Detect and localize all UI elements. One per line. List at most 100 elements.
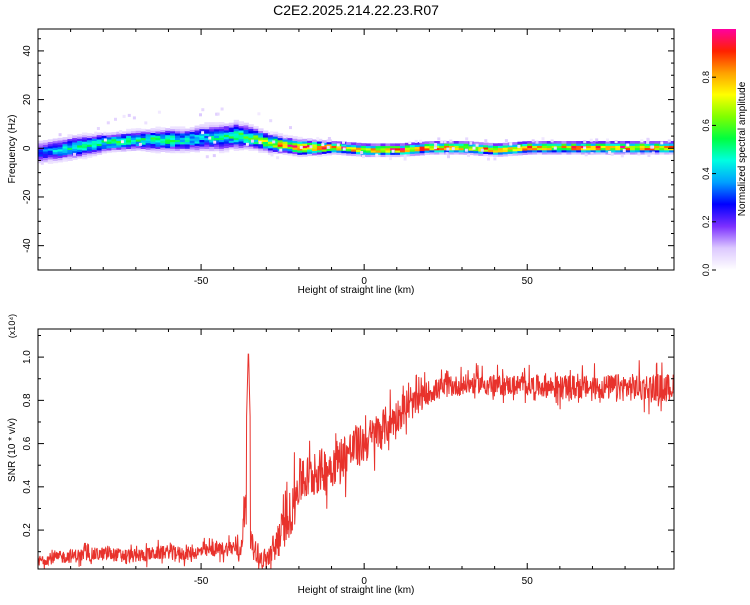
heatmap-cell bbox=[321, 140, 328, 143]
heatmap-cell bbox=[434, 145, 440, 149]
heatmap-cell bbox=[610, 145, 616, 149]
heatmap-cell bbox=[91, 142, 98, 146]
heatmap-cell bbox=[184, 135, 191, 138]
heatmap-cell bbox=[517, 141, 523, 145]
heatmap-cell bbox=[605, 141, 611, 144]
heatmap-cell bbox=[659, 147, 665, 151]
heatmap-cell bbox=[434, 151, 440, 155]
heatmap-cell bbox=[312, 150, 318, 154]
heatmap-cell bbox=[316, 151, 323, 155]
y-tick-label: 20 bbox=[22, 94, 33, 106]
heatmap-cell bbox=[150, 150, 156, 153]
heatmap-cell bbox=[497, 149, 504, 153]
heatmap-cell bbox=[67, 138, 73, 142]
heatmap-cell bbox=[131, 132, 137, 136]
heatmap-cell bbox=[556, 145, 562, 149]
heatmap-cell bbox=[116, 142, 122, 146]
heatmap-cell bbox=[585, 151, 592, 155]
heatmap-cell bbox=[219, 122, 225, 125]
heatmap-cell bbox=[356, 151, 362, 155]
heatmap-cell bbox=[615, 143, 621, 146]
heatmap-cell bbox=[497, 151, 504, 155]
heatmap-cell bbox=[199, 139, 205, 143]
heatmap-cell bbox=[468, 148, 474, 151]
heatmap-cell bbox=[67, 136, 73, 140]
heatmap-cell bbox=[67, 151, 73, 155]
y-tick-label: 0.8 bbox=[22, 393, 33, 407]
heatmap-cell bbox=[209, 131, 215, 134]
heatmap-cell bbox=[600, 149, 606, 153]
x-tick-label: -50 bbox=[194, 576, 209, 587]
heatmap-speck bbox=[216, 112, 220, 116]
heatmap-cell bbox=[453, 143, 460, 146]
heatmap-cell bbox=[243, 146, 249, 150]
heatmap-speck bbox=[360, 151, 364, 154]
heatmap-cell bbox=[458, 141, 465, 144]
heatmap-cell bbox=[566, 141, 572, 144]
heatmap-cell bbox=[199, 126, 205, 130]
heatmap-cell bbox=[419, 143, 425, 147]
heatmap-cell bbox=[600, 151, 606, 155]
heatmap-cell bbox=[356, 142, 362, 146]
heatmap-cell bbox=[91, 144, 98, 148]
heatmap-cell bbox=[297, 147, 303, 151]
heatmap-cell bbox=[639, 143, 646, 146]
heatmap-cell bbox=[209, 148, 215, 152]
heatmap-cell bbox=[121, 133, 127, 137]
heatmap-cell bbox=[356, 145, 362, 148]
heatmap-cell bbox=[654, 141, 660, 144]
heatmap-cell bbox=[111, 132, 117, 135]
heatmap-cell bbox=[331, 145, 337, 149]
heatmap-cell bbox=[400, 149, 406, 153]
heatmap-cell bbox=[228, 122, 235, 126]
heatmap-cell bbox=[634, 145, 641, 149]
heatmap-cell bbox=[400, 151, 406, 155]
heatmap-cell bbox=[507, 144, 514, 148]
heatmap-cell bbox=[67, 134, 73, 137]
heatmap-cell bbox=[551, 149, 558, 153]
heatmap-cell bbox=[121, 148, 127, 152]
heatmap-cell bbox=[453, 141, 460, 144]
heatmap-cell bbox=[243, 131, 249, 135]
heatmap-cell bbox=[38, 145, 44, 148]
heatmap-cell bbox=[316, 143, 323, 146]
heatmap-cell bbox=[248, 141, 254, 145]
heatmap-speck bbox=[517, 144, 521, 148]
heatmap-cell bbox=[292, 138, 298, 141]
heatmap-cell bbox=[532, 149, 538, 153]
heatmap-cell bbox=[620, 145, 626, 149]
heatmap-cell bbox=[238, 121, 244, 124]
heatmap-cell bbox=[380, 154, 386, 158]
heatmap-cell bbox=[419, 146, 425, 149]
heatmap-cell bbox=[86, 142, 93, 145]
heatmap-cell bbox=[189, 149, 196, 152]
heatmap-speck bbox=[583, 146, 587, 150]
heatmap-cell bbox=[644, 149, 650, 153]
heatmap-cell bbox=[209, 142, 215, 145]
heatmap-cell bbox=[126, 144, 132, 147]
heatmap-cell bbox=[189, 127, 196, 130]
heatmap-speck bbox=[138, 142, 142, 146]
heatmap-cell bbox=[67, 147, 73, 150]
heatmap-cell bbox=[179, 146, 186, 149]
heatmap-speck bbox=[199, 113, 202, 117]
heatmap-cell bbox=[204, 139, 210, 143]
heatmap-cell bbox=[72, 155, 78, 158]
heatmap-cell bbox=[282, 145, 288, 149]
heatmap-cell bbox=[165, 145, 171, 149]
heatmap-cell bbox=[566, 151, 572, 155]
heatmap-cell bbox=[62, 137, 68, 140]
heatmap-cell bbox=[209, 124, 215, 128]
heatmap-speck bbox=[132, 116, 136, 120]
heatmap-cell bbox=[292, 149, 298, 152]
heatmap-cell bbox=[551, 143, 558, 146]
heatmap-cell bbox=[277, 137, 284, 141]
heatmap-cell bbox=[238, 147, 244, 151]
heatmap-cell bbox=[351, 153, 357, 157]
heatmap-speck bbox=[449, 139, 453, 143]
heatmap-cell bbox=[219, 128, 225, 132]
heatmap-cell bbox=[145, 142, 151, 146]
heatmap-speck bbox=[445, 152, 449, 156]
heatmap-cell bbox=[77, 153, 83, 157]
heatmap-cell bbox=[126, 137, 132, 141]
